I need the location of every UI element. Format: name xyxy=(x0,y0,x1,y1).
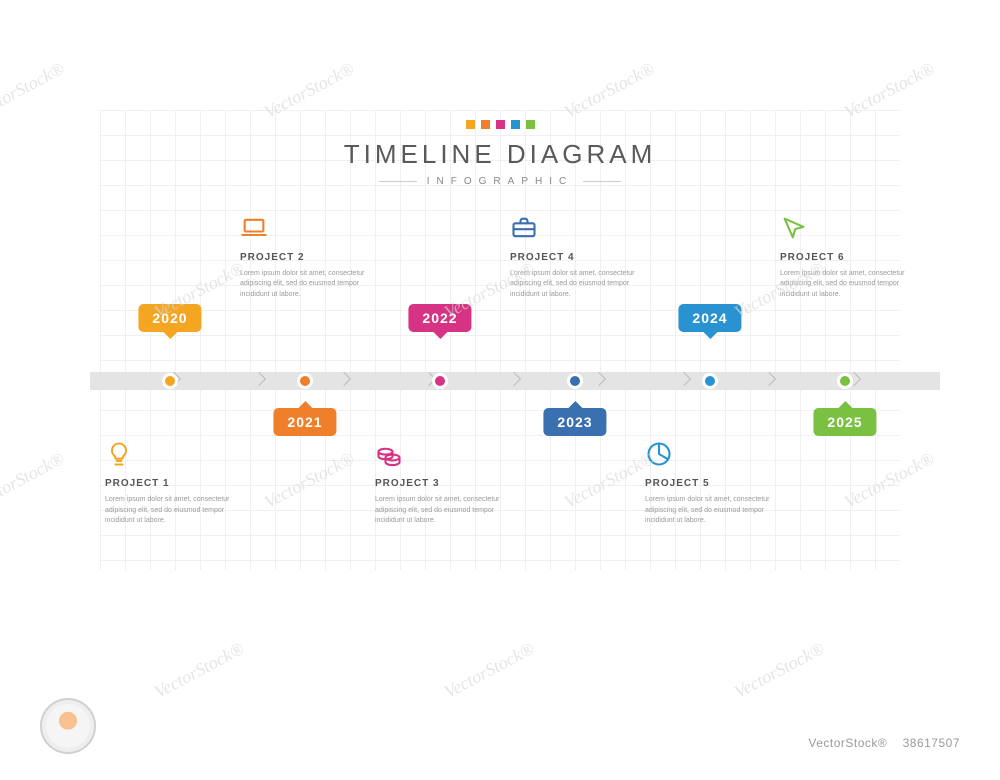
pie-icon xyxy=(645,440,673,468)
project-block: PROJECT 4 Lorem ipsum dolor sit amet, con… xyxy=(510,214,640,301)
subtitle-line-right xyxy=(583,181,621,182)
subtitle-line-left xyxy=(379,181,417,182)
project-title: PROJECT 6 xyxy=(780,252,910,263)
project-desc: Lorem ipsum dolor sit amet, consectetur … xyxy=(510,269,640,301)
watermark: VectorStock® xyxy=(0,448,68,513)
footer-brand: VectorStock® xyxy=(808,736,887,750)
project-desc: Lorem ipsum dolor sit amet, consectetur … xyxy=(375,495,505,527)
axis-segment xyxy=(175,372,260,390)
project-block: PROJECT 3 Lorem ipsum dolor sit amet, con… xyxy=(375,440,505,527)
accent-square xyxy=(526,120,535,129)
project-title: PROJECT 3 xyxy=(375,478,505,489)
project-block: PROJECT 5 Lorem ipsum dolor sit amet, con… xyxy=(645,440,775,527)
axis-segment xyxy=(855,372,940,390)
timeline-dot xyxy=(567,373,583,389)
project-desc: Lorem ipsum dolor sit amet, consectetur … xyxy=(105,495,235,527)
project-block: PROJECT 2 Lorem ipsum dolor sit amet, con… xyxy=(240,214,370,301)
watermark: VectorStock® xyxy=(151,638,248,703)
axis-segment xyxy=(685,372,770,390)
project-desc: Lorem ipsum dolor sit amet, consectetur … xyxy=(240,269,370,301)
timeline-dot xyxy=(162,373,178,389)
footer-id: 38617507 xyxy=(903,736,960,750)
year-tag: 2022 xyxy=(408,304,471,332)
project-title: PROJECT 2 xyxy=(240,252,370,263)
year-tag: 2024 xyxy=(678,304,741,332)
project-title: PROJECT 4 xyxy=(510,252,640,263)
watermark: VectorStock® xyxy=(0,58,68,123)
year-tag: 2021 xyxy=(273,408,336,436)
author-avatar xyxy=(40,698,96,754)
timeline-dot xyxy=(432,373,448,389)
accent-square xyxy=(466,120,475,129)
bulb-icon xyxy=(105,440,133,468)
axis-segment xyxy=(515,372,600,390)
timeline-axis xyxy=(90,372,940,390)
header-accent-squares xyxy=(0,120,1000,129)
briefcase-icon xyxy=(510,214,538,242)
project-block: PROJECT 6 Lorem ipsum dolor sit amet, con… xyxy=(780,214,910,301)
accent-square xyxy=(511,120,520,129)
accent-square xyxy=(481,120,490,129)
laptop-icon xyxy=(240,214,268,242)
watermark: VectorStock® xyxy=(731,638,828,703)
subtitle: INFOGRAPHIC xyxy=(427,176,573,187)
project-desc: Lorem ipsum dolor sit amet, consectetur … xyxy=(780,269,910,301)
page-title: TIMELINE DIAGRAM xyxy=(0,139,1000,170)
axis-segment xyxy=(600,372,685,390)
project-block: PROJECT 1 Lorem ipsum dolor sit amet, con… xyxy=(105,440,235,527)
header: TIMELINE DIAGRAM INFOGRAPHIC xyxy=(0,120,1000,187)
project-title: PROJECT 1 xyxy=(105,478,235,489)
project-desc: Lorem ipsum dolor sit amet, consectetur … xyxy=(645,495,775,527)
cursor-icon xyxy=(780,214,808,242)
year-tag: 2020 xyxy=(138,304,201,332)
project-title: PROJECT 5 xyxy=(645,478,775,489)
timeline-dot xyxy=(837,373,853,389)
stock-footer: VectorStock® 38617507 xyxy=(808,736,960,750)
coins-icon xyxy=(375,440,403,468)
timeline-dot xyxy=(702,373,718,389)
subtitle-wrap: INFOGRAPHIC xyxy=(0,176,1000,187)
year-tag: 2023 xyxy=(543,408,606,436)
accent-square xyxy=(496,120,505,129)
timeline-dot xyxy=(297,373,313,389)
axis-segment xyxy=(345,372,430,390)
year-tag: 2025 xyxy=(813,408,876,436)
watermark: VectorStock® xyxy=(441,638,538,703)
